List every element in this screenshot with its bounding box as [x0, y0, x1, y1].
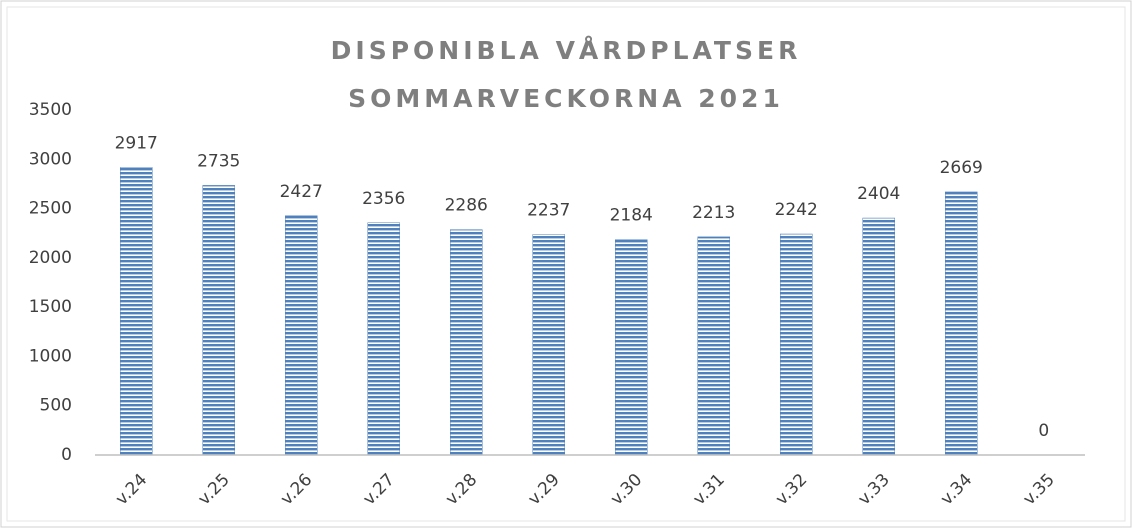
y-tick-label: 3500: [29, 100, 72, 120]
bar: [780, 233, 813, 456]
data-label: 2184: [610, 206, 653, 226]
inner-frame: [6, 6, 1126, 522]
bar: [285, 215, 318, 456]
bar: [862, 217, 895, 456]
data-label: 2213: [692, 203, 735, 223]
y-tick-label: 500: [40, 396, 72, 416]
bar: [450, 229, 483, 456]
x-tick-label: v.26: [277, 470, 316, 509]
chart-title: SOMMARVECKORNA 2021: [348, 84, 784, 113]
x-tick-label: v.25: [194, 470, 233, 509]
bar: [615, 239, 648, 456]
bar: [945, 191, 978, 456]
y-tick-label: 3000: [29, 149, 72, 169]
y-tick-label: 0: [61, 445, 72, 465]
x-tick-label: v.29: [524, 470, 563, 509]
x-tick-label: v.28: [442, 470, 481, 509]
data-label: 2735: [197, 151, 240, 171]
data-label: 2669: [940, 158, 983, 178]
data-label: 2917: [115, 133, 158, 153]
x-tick-label: v.30: [607, 470, 646, 509]
y-tick-label: 1500: [29, 297, 72, 317]
data-label: 2237: [527, 200, 570, 220]
x-tick-label: v.32: [772, 470, 811, 509]
bar: [367, 222, 400, 456]
bar: [532, 234, 565, 456]
y-tick-label: 2000: [29, 248, 72, 268]
data-label: 2286: [445, 196, 488, 216]
x-tick-label: v.35: [1019, 470, 1058, 509]
chart-title: DISPONIBLA VÅRDPLATSER: [331, 36, 802, 65]
data-label: 0: [1038, 421, 1049, 441]
bar: [202, 185, 235, 456]
y-tick-label: 1000: [29, 346, 72, 366]
x-tick-label: v.33: [854, 470, 893, 509]
data-label: 2242: [775, 200, 818, 220]
bar: [120, 167, 153, 456]
data-label: 2427: [280, 182, 323, 202]
data-label: 2404: [857, 184, 900, 204]
x-tick-label: v.31: [689, 470, 728, 509]
data-label: 2356: [362, 189, 405, 209]
x-tick-label: v.24: [112, 470, 151, 509]
x-tick-label: v.27: [359, 470, 398, 509]
bar: [697, 236, 730, 456]
y-tick-label: 2500: [29, 199, 72, 219]
x-tick-label: v.34: [937, 470, 976, 509]
